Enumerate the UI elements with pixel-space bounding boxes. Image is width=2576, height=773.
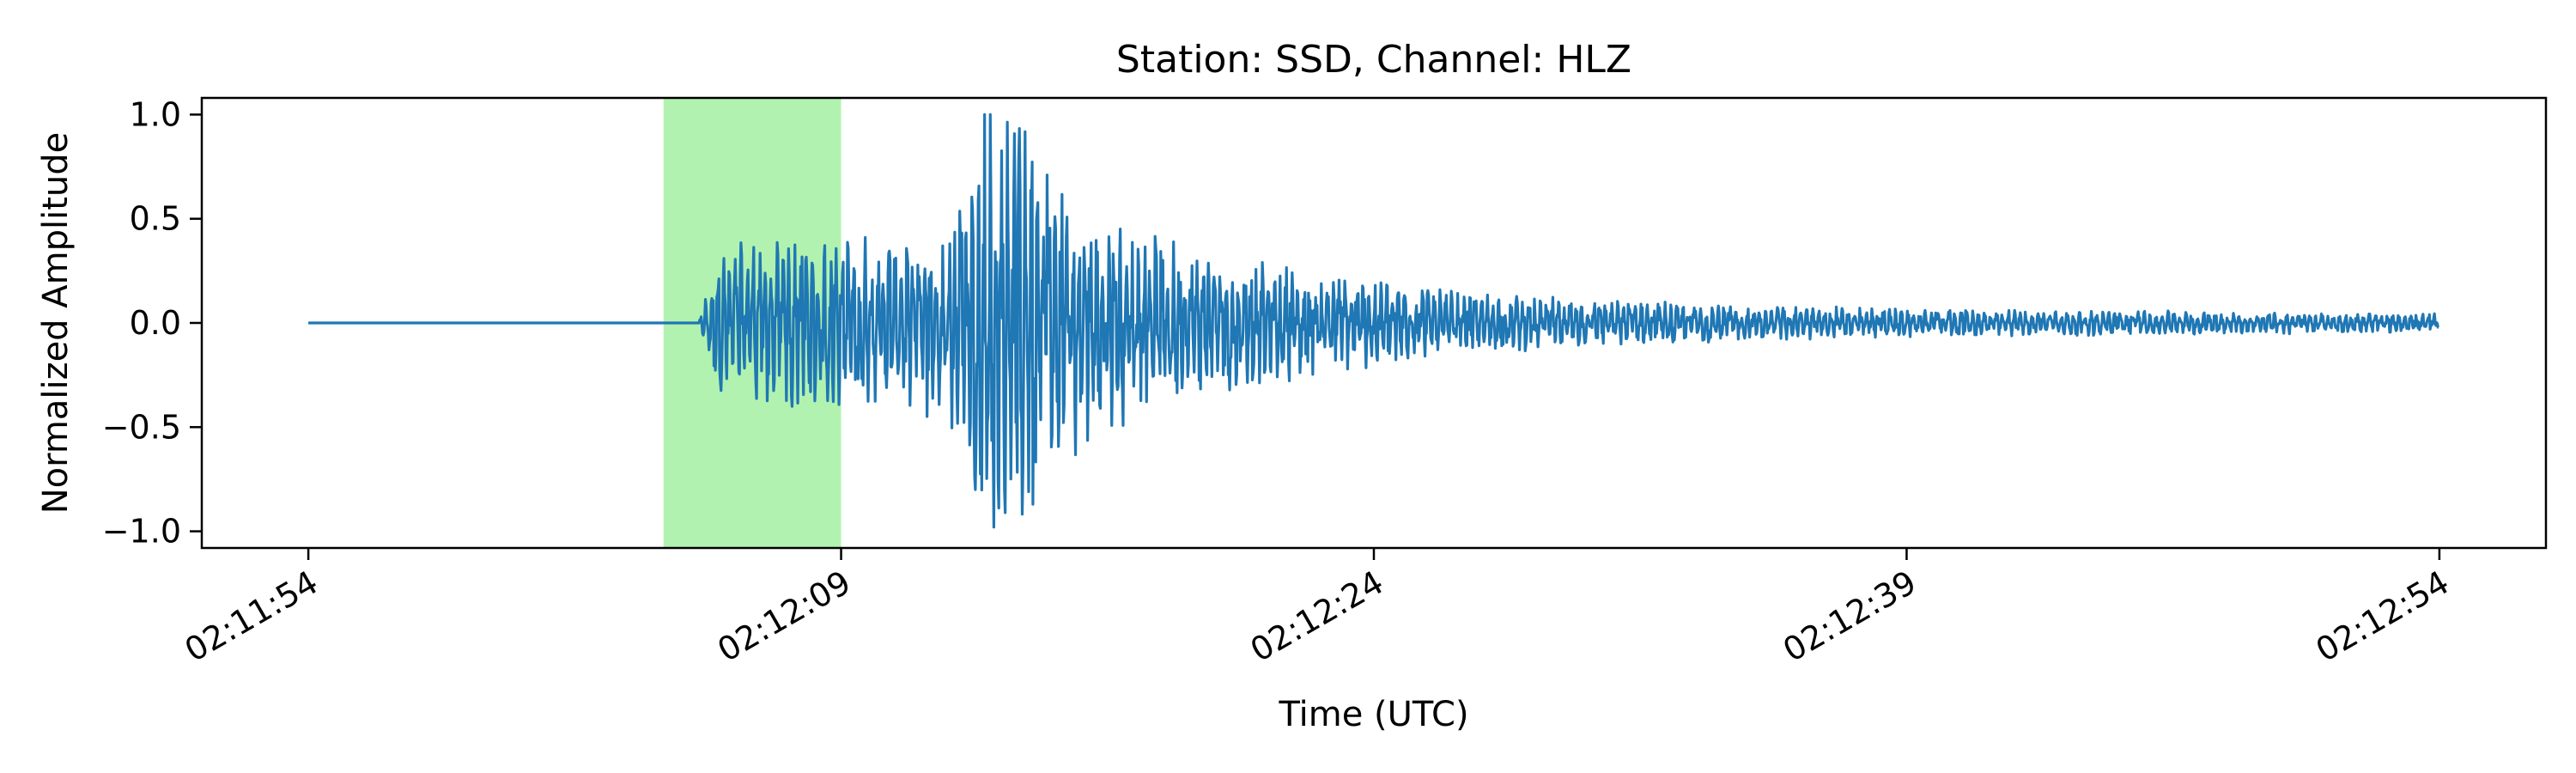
x-tick-label: 02:12:39 (1777, 563, 1923, 669)
x-tick-label: 02:12:54 (2310, 563, 2456, 669)
chart-title: Station: SSD, Channel: HLZ (1116, 38, 1631, 82)
x-tick-label: 02:12:09 (711, 563, 857, 669)
y-tick-label: −1.0 (102, 513, 181, 551)
x-axis: 02:11:54 02:12:09 02:12:24 02:12:39 02:12:54 (179, 548, 2456, 669)
y-tick-label: 1.0 (130, 95, 181, 133)
x-tick-label: 02:12:24 (1244, 563, 1390, 669)
x-tick-label: 02:11:54 (179, 563, 325, 669)
y-axis: 1.0 0.5 0.0 −0.5 −1.0 (102, 95, 202, 551)
waveform-series-line (307, 113, 2439, 529)
x-axis-label: Time (UTC) (1278, 695, 1468, 734)
plot-frame (200, 96, 2548, 550)
y-tick-label: 0.5 (130, 200, 181, 238)
y-tick-label: 0.0 (130, 304, 181, 342)
y-tick-label: −0.5 (102, 408, 181, 446)
plot-area (307, 98, 2439, 548)
y-axis-label: Normalized Amplitude (36, 132, 76, 514)
